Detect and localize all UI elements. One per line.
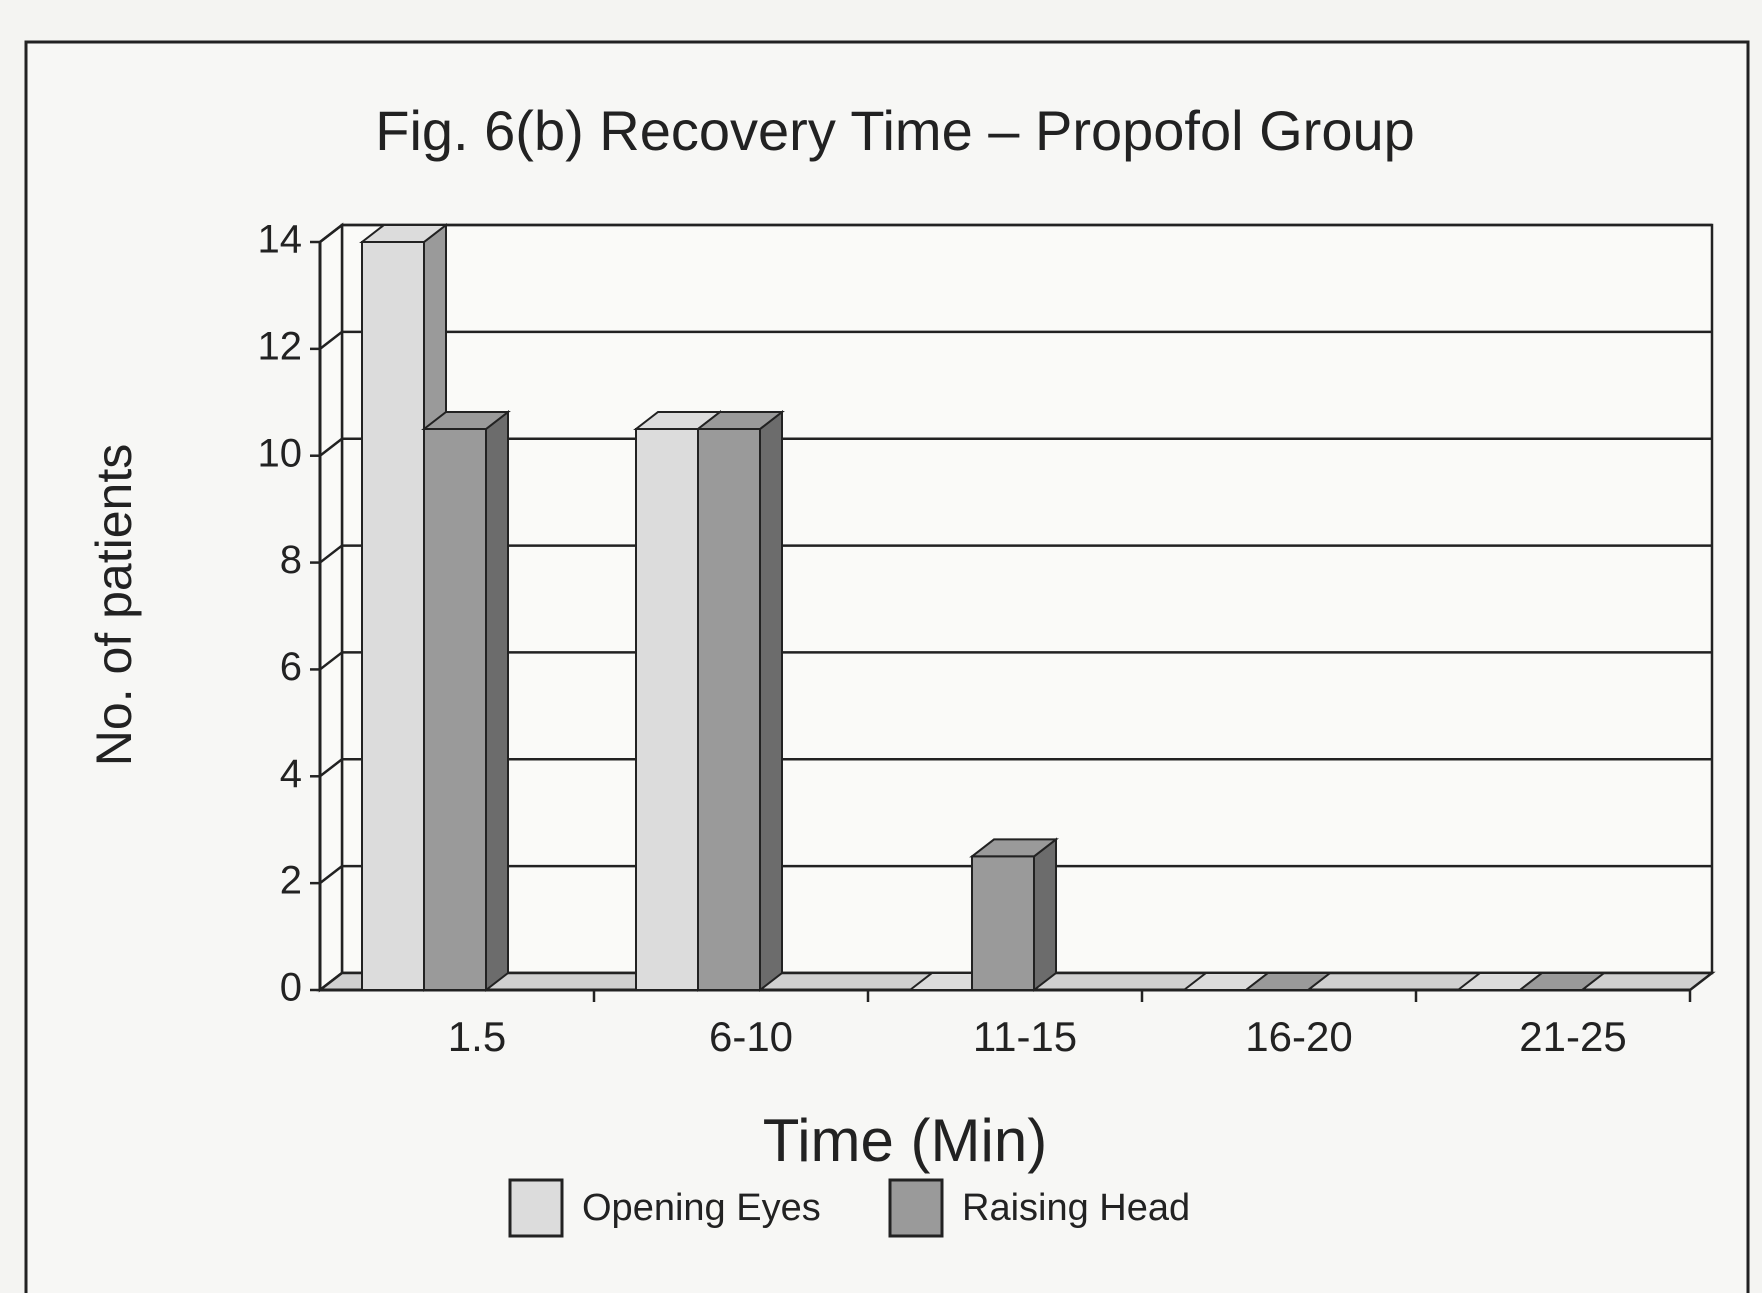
- y-tick-label: 0: [280, 966, 302, 1010]
- bar-top: [1243, 972, 1333, 991]
- grid-line-side: [319, 224, 343, 243]
- grid-line-side: [319, 330, 343, 350]
- grid-line-side: [319, 758, 343, 778]
- grid-line-side: [319, 437, 343, 457]
- bar-top: [1517, 972, 1607, 991]
- bar: [423, 428, 487, 991]
- y-tick-label: 14: [258, 218, 303, 262]
- y-tick-label: 4: [280, 752, 302, 796]
- bar-side: [759, 409, 783, 993]
- legend-label: Opening Eyes: [582, 1187, 821, 1229]
- legend-label: Raising Head: [962, 1187, 1190, 1229]
- x-tick-label: 6-10: [709, 1013, 793, 1060]
- grid-line-side: [319, 865, 343, 885]
- grid-line-side: [319, 544, 343, 564]
- x-tick-label: 1.5: [448, 1013, 506, 1060]
- bar: [971, 855, 1035, 992]
- bar-side: [485, 409, 509, 993]
- y-tick-label: 6: [280, 645, 302, 689]
- y-tick-label: 8: [280, 538, 302, 582]
- x-tick-label: 21-25: [1519, 1013, 1626, 1060]
- bar: [361, 241, 425, 991]
- y-tick-label: 10: [258, 431, 303, 475]
- bar-side: [1033, 837, 1057, 993]
- bar: [635, 428, 699, 991]
- chart-title: Fig. 6(b) Recovery Time – Propofol Group: [375, 99, 1415, 162]
- x-axis-label: Time (Min): [763, 1107, 1047, 1174]
- bar: [697, 428, 761, 991]
- y-tick-label: 12: [258, 324, 303, 368]
- legend-swatch: [508, 1178, 564, 1238]
- legend-swatch: [888, 1178, 944, 1238]
- x-tick-label: 11-15: [973, 1013, 1077, 1060]
- x-tick-label: 16-20: [1245, 1013, 1352, 1060]
- y-tick-label: 2: [280, 859, 302, 903]
- y-axis-label: No. of patients: [86, 444, 142, 766]
- grid-line-side: [319, 651, 343, 671]
